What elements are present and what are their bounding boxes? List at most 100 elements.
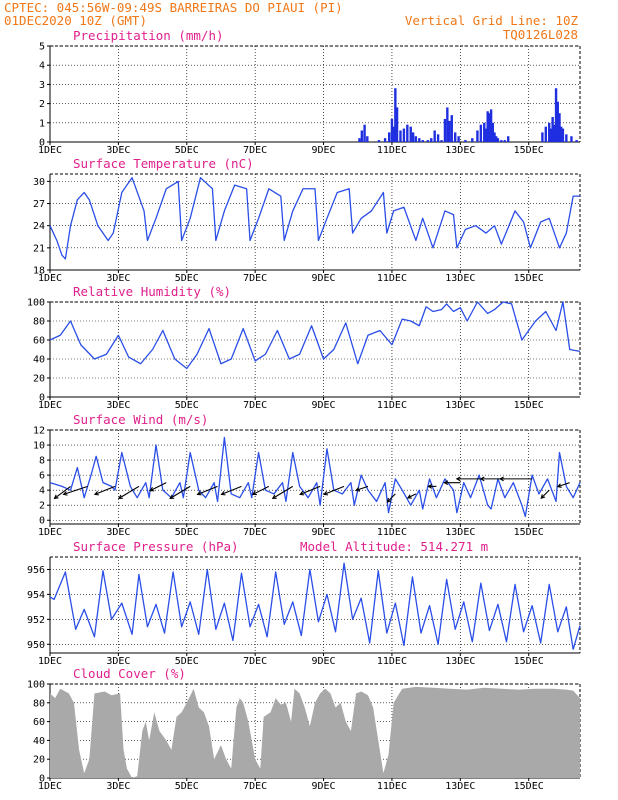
humidity-ytick-label: 100 xyxy=(27,298,45,309)
precip-bar xyxy=(443,118,447,142)
cloud-ytick-label: 100 xyxy=(27,680,45,691)
precip-bar xyxy=(392,126,395,142)
wind-ytick-label: 2 xyxy=(39,501,45,512)
precip-bar xyxy=(484,128,488,142)
wind-arrow xyxy=(299,485,321,496)
wind-arrow xyxy=(406,493,417,499)
precip-bar xyxy=(390,118,394,142)
humidity-xtick-label: 11DEC xyxy=(377,400,407,411)
wind-arrow-shaft xyxy=(252,485,270,495)
humidity-ytick-label: 60 xyxy=(33,336,45,347)
header-date: 01DEC2020 10Z (GMT) xyxy=(4,13,147,28)
precip-bar xyxy=(503,140,506,142)
wind-panel: 0 2 4 6 8 10 12 1DEC 3DEC 5DEC 7DEC 9DEC 11DEC 13DEC 1… xyxy=(33,426,581,538)
precip-xtick-label: 1DEC xyxy=(38,145,62,156)
wind-ytick-label: 10 xyxy=(33,441,45,452)
precip-bar xyxy=(358,138,361,142)
wind-arrow-head xyxy=(354,487,361,492)
precip-bar xyxy=(495,136,498,142)
precip-bar xyxy=(457,136,460,142)
cloud-panel: 0 20 40 60 80 100 1DEC 3DEC 5DEC 7DEC 9DEC 11DEC 13D… xyxy=(27,680,581,792)
wind-xtick-label: 7DEC xyxy=(243,527,267,538)
precip-bar xyxy=(406,124,409,142)
precip-xtick-label: 13DEC xyxy=(445,145,475,156)
cloud-ytick-label: 20 xyxy=(33,755,45,766)
precip-bar xyxy=(471,138,474,142)
header-grid-line: Vertical Grid Line: 10Z xyxy=(405,13,579,28)
precip-xtick-label: 3DEC xyxy=(106,145,130,156)
wind-ytick-label: 0 xyxy=(39,516,45,527)
precip-bar xyxy=(541,132,544,142)
precip-bar xyxy=(395,107,399,142)
precip-bar xyxy=(440,140,443,142)
precip-bar xyxy=(399,130,402,142)
wind-line xyxy=(49,436,581,518)
wind-arrow-shaft xyxy=(169,485,191,499)
wind-arrow-head xyxy=(540,494,546,499)
cloud-xtick-label: 7DEC xyxy=(243,781,267,792)
precip-bar xyxy=(464,140,467,142)
humidity-ytick-label: 40 xyxy=(33,355,45,366)
wind-arrow xyxy=(62,485,88,496)
pressure-line xyxy=(49,562,581,650)
precip-bar xyxy=(544,126,548,142)
wind-arrow-head xyxy=(322,490,329,496)
humidity-ytick-label: 80 xyxy=(33,317,45,328)
wind-arrow-head xyxy=(427,483,433,489)
temp-line xyxy=(49,177,580,260)
wind-arrow xyxy=(354,485,369,492)
wind-ytick-label: 4 xyxy=(39,486,45,497)
cloud-ytick-label: 80 xyxy=(33,698,45,709)
wind-arrow-shaft xyxy=(272,485,294,499)
precip-bar xyxy=(479,124,483,142)
precip-bar xyxy=(411,132,415,142)
precip-bar xyxy=(476,130,479,142)
precip-bar xyxy=(430,138,433,142)
header-model-code: TQ0126L028 xyxy=(503,27,578,42)
wind-arrow xyxy=(455,476,481,482)
pressure-xtick-label: 3DEC xyxy=(106,656,130,667)
temp-ytick-label: 21 xyxy=(33,243,45,254)
precip-xtick-label: 7DEC xyxy=(243,145,267,156)
pressure-panel: 950 952 954 956 1DEC 3DEC 5DEC 7DEC 9DEC 11DEC 13D… xyxy=(27,556,581,667)
precip-bar xyxy=(553,124,556,142)
pressure-xtick-label: 1DEC xyxy=(38,656,62,667)
wind-arrow xyxy=(443,480,461,486)
pressure-xtick-label: 9DEC xyxy=(312,656,336,667)
wind-xtick-label: 9DEC xyxy=(312,527,336,538)
precip-bar xyxy=(436,134,440,142)
precip-xtick-label: 15DEC xyxy=(514,145,544,156)
precip-bar xyxy=(551,117,554,142)
pressure-xtick-label: 11DEC xyxy=(377,656,407,667)
precip-bar xyxy=(549,128,553,142)
precip-bar xyxy=(421,140,424,142)
cloud-xtick-label: 3DEC xyxy=(106,781,130,792)
wind-arrow-head xyxy=(169,494,175,499)
wind-arrow-head xyxy=(93,490,100,496)
wind-ytick-label: 6 xyxy=(39,471,45,482)
wind-arrow-shaft xyxy=(197,485,218,495)
precip-bar xyxy=(453,132,457,142)
precip-panel: 0 1 2 3 4 5 1DEC 3DEC 5DEC 7DEC 9DEC 11DEC 13DEC 15DE… xyxy=(38,42,581,156)
wind-arrow-head xyxy=(220,490,226,496)
wind-arrow-head xyxy=(443,480,449,486)
wind-arrow-head xyxy=(53,494,59,500)
temp-xtick-label: 9DEC xyxy=(312,273,336,284)
precip-ytick-label: 0 xyxy=(39,138,45,149)
precip-bar xyxy=(383,138,387,142)
precip-bar xyxy=(426,140,430,142)
humidity-xtick-label: 1DEC xyxy=(38,400,62,411)
wind-arrow-shaft xyxy=(118,485,140,499)
wind-arrow-shaft xyxy=(63,485,88,495)
cloud-ytick-label: 60 xyxy=(33,717,45,728)
wind-arrow xyxy=(386,493,396,503)
cloud-ytick-label: 0 xyxy=(39,774,45,785)
precip-bar xyxy=(486,111,489,142)
wind-arrow-shaft xyxy=(299,485,321,495)
precip-bar xyxy=(446,107,449,142)
wind-ytick-label: 8 xyxy=(39,456,45,467)
wind-ytick-label: 12 xyxy=(33,426,45,437)
humidity-title: Relative Humidity (%) xyxy=(73,284,231,299)
temp-title: Surface Temperature (nC) xyxy=(73,156,254,171)
precip-ytick-label: 5 xyxy=(39,42,45,53)
